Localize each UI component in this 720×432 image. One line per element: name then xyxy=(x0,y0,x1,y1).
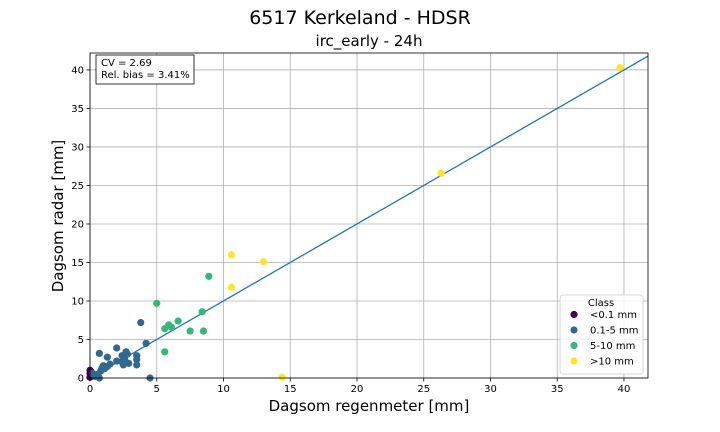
x-tick-label: 30 xyxy=(484,384,497,395)
y-tick-label: 35 xyxy=(71,104,84,115)
data-point xyxy=(616,64,624,72)
data-point xyxy=(98,364,106,372)
data-point xyxy=(125,359,133,367)
data-point xyxy=(227,251,236,259)
chart-title: irc_early - 24h xyxy=(316,32,423,51)
x-tick-label: 10 xyxy=(217,384,230,395)
stats-rel-bias: Rel. bias = 3.41% xyxy=(101,70,190,81)
legend-marker xyxy=(570,326,578,334)
y-tick-label: 10 xyxy=(71,296,84,307)
data-point xyxy=(133,355,141,364)
data-point xyxy=(113,357,121,365)
ticks-layer: 0 5 10 15 20 25 30 35 40 0 5 10 15 20 25 30 35 40 xyxy=(71,65,630,395)
data-point xyxy=(205,272,213,280)
x-axis-label: Dagsom regenmeter [mm] xyxy=(269,397,470,415)
stats-cv: CV = 2.69 xyxy=(101,58,152,69)
legend-entries: <0.1 mm 0.1-5 mm 5-10 mm >10 mm xyxy=(570,310,639,368)
data-point xyxy=(142,339,150,347)
data-point xyxy=(437,169,445,177)
data-point xyxy=(113,344,121,352)
points-layer xyxy=(86,64,624,382)
legend-marker xyxy=(570,357,578,365)
data-point xyxy=(161,348,169,356)
x-tick-label: 20 xyxy=(351,384,364,395)
data-point xyxy=(106,360,114,368)
legend-box xyxy=(559,294,644,375)
x-tick-label: 40 xyxy=(618,384,631,395)
x-tick-label: 25 xyxy=(417,384,430,395)
chart-suptitle: 6517 Kerkeland - HDSR xyxy=(249,7,471,29)
stats-annotation-box xyxy=(95,54,195,85)
data-point xyxy=(137,318,145,327)
y-tick-label: 20 xyxy=(71,219,84,230)
data-point xyxy=(259,258,268,266)
y-axis-label: Dagsom radar [mm] xyxy=(49,140,67,293)
data-point xyxy=(227,283,236,291)
data-point xyxy=(167,323,176,331)
stats-annotation: CV = 2.69 Rel. bias = 3.41% xyxy=(95,54,195,85)
legend-label: 0.1-5 mm xyxy=(590,326,639,337)
fit-line-layer xyxy=(89,55,649,379)
legend-label: <0.1 mm xyxy=(590,310,637,321)
data-point xyxy=(174,317,182,325)
y-tick-label: 25 xyxy=(71,181,84,192)
data-point xyxy=(133,361,141,369)
data-point xyxy=(186,327,194,335)
legend-title: Class xyxy=(588,298,614,309)
data-point xyxy=(199,327,208,335)
data-point xyxy=(118,358,126,366)
x-tick-label: 35 xyxy=(551,384,564,395)
grid xyxy=(89,53,648,379)
data-point xyxy=(153,299,161,307)
data-point xyxy=(123,350,131,358)
x-tick-label: 15 xyxy=(284,384,297,395)
x-tick-label: 0 xyxy=(87,384,93,395)
legend-marker xyxy=(570,310,578,319)
legend: Class <0.1 mm 0.1-5 mm 5-10 mm >10 mm xyxy=(559,294,644,375)
data-point xyxy=(95,349,103,357)
y-tick-label: 15 xyxy=(71,258,84,269)
one-to-one-line xyxy=(89,55,649,379)
data-point xyxy=(89,369,97,377)
legend-label: >10 mm xyxy=(590,357,634,368)
y-tick-label: 0 xyxy=(78,374,84,385)
legend-marker xyxy=(570,341,578,350)
data-point xyxy=(278,373,286,381)
legend-label: 5-10 mm xyxy=(590,341,635,352)
data-point xyxy=(198,308,206,316)
plot-frame xyxy=(89,52,649,379)
y-tick-label: 5 xyxy=(78,335,84,346)
y-tick-label: 40 xyxy=(71,65,84,76)
y-tick-label: 30 xyxy=(71,142,84,153)
x-tick-label: 5 xyxy=(154,384,160,395)
data-point xyxy=(103,353,111,361)
